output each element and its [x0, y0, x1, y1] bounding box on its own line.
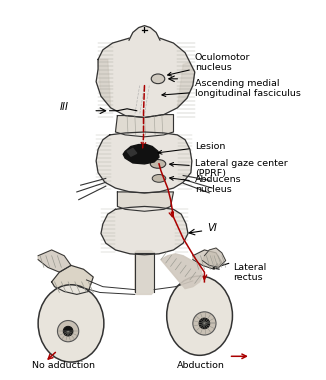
Ellipse shape	[152, 174, 166, 182]
Text: III: III	[59, 102, 68, 112]
Text: Ascending medial
longitudinal fasciculus: Ascending medial longitudinal fasciculus	[162, 79, 301, 98]
Polygon shape	[52, 265, 93, 295]
Ellipse shape	[38, 285, 104, 362]
Text: Abduction: Abduction	[177, 361, 225, 370]
Polygon shape	[96, 37, 195, 117]
Polygon shape	[117, 192, 173, 211]
Text: Lateral
rectus: Lateral rectus	[233, 263, 267, 282]
Text: Lesion: Lesion	[158, 142, 225, 154]
Polygon shape	[193, 250, 222, 269]
Polygon shape	[161, 254, 202, 289]
Text: Lateral gaze center
(PPRF): Lateral gaze center (PPRF)	[170, 159, 288, 179]
Text: No adduction: No adduction	[32, 361, 95, 370]
Polygon shape	[123, 144, 159, 164]
Polygon shape	[101, 206, 188, 255]
Ellipse shape	[193, 312, 216, 335]
Polygon shape	[115, 115, 173, 137]
Polygon shape	[135, 251, 154, 294]
Polygon shape	[96, 132, 192, 193]
Polygon shape	[129, 25, 160, 40]
Ellipse shape	[199, 318, 210, 329]
Polygon shape	[98, 60, 111, 108]
Text: VI: VI	[207, 223, 217, 233]
Ellipse shape	[57, 320, 79, 342]
Polygon shape	[177, 62, 195, 108]
Polygon shape	[202, 248, 226, 268]
Ellipse shape	[167, 276, 232, 355]
Text: Oculomotor
nucleus: Oculomotor nucleus	[168, 53, 250, 76]
Ellipse shape	[150, 160, 166, 168]
Ellipse shape	[63, 326, 73, 336]
Polygon shape	[127, 149, 137, 156]
Ellipse shape	[151, 74, 165, 84]
Text: Abducens
nucleus: Abducens nucleus	[170, 174, 241, 194]
Polygon shape	[38, 250, 71, 272]
